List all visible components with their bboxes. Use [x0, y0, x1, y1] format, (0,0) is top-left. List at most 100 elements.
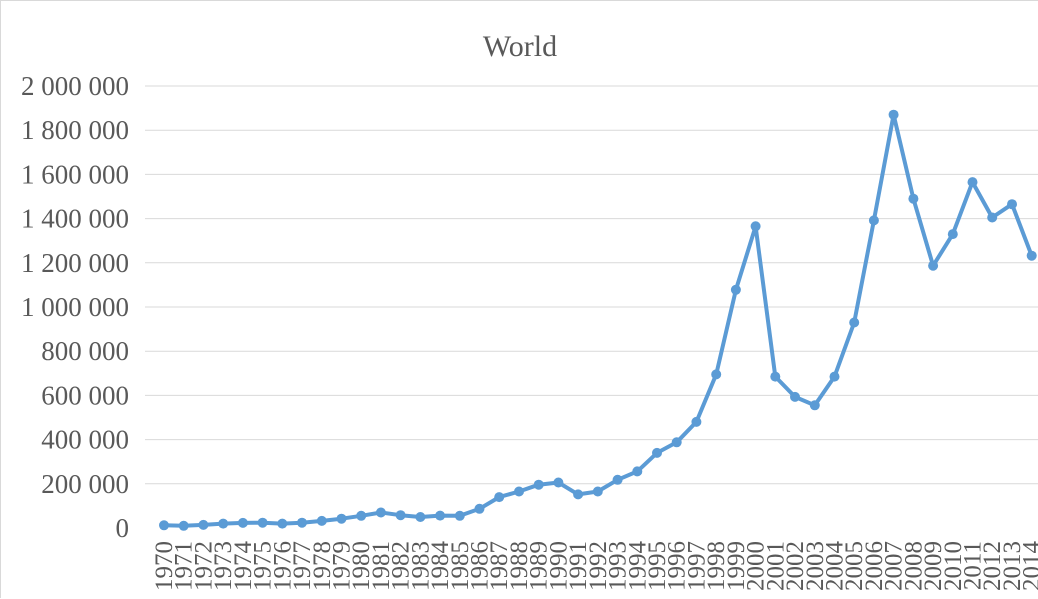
data-point — [868, 215, 879, 226]
data-point — [947, 229, 958, 240]
data-point — [494, 492, 505, 503]
data-point — [237, 517, 248, 528]
y-tick-label: 1 400 000 — [21, 204, 129, 234]
data-point — [612, 474, 623, 485]
data-point — [652, 447, 662, 458]
x-tick-label: 1993 — [605, 541, 632, 591]
y-tick-label: 1 800 000 — [21, 115, 129, 145]
x-tick-label: 1995 — [644, 541, 671, 591]
data-point — [375, 507, 386, 518]
x-tick-label: 1994 — [624, 541, 651, 592]
x-tick-label: 2006 — [861, 541, 888, 591]
data-point — [691, 416, 702, 427]
x-tick-label: 1997 — [683, 541, 710, 591]
data-point — [454, 510, 465, 521]
x-tick-label: 1983 — [407, 541, 434, 591]
series-world — [159, 109, 1037, 531]
x-tick-label: 1970 — [151, 541, 178, 591]
data-point — [1007, 199, 1017, 210]
y-tick-label: 2 000 000 — [21, 71, 129, 101]
x-tick-label: 1992 — [585, 541, 612, 591]
x-tick-label: 2012 — [979, 541, 1006, 591]
data-point — [809, 400, 820, 411]
x-tick-label: 1975 — [250, 541, 277, 591]
x-tick-label: 1996 — [664, 541, 691, 591]
x-tick-label: 1978 — [309, 541, 336, 591]
x-tick-label: 1976 — [269, 541, 296, 591]
data-point — [888, 109, 899, 120]
x-tick-label: 2014 — [1019, 541, 1038, 592]
data-point — [1026, 250, 1037, 261]
data-point — [297, 517, 307, 528]
data-point — [711, 369, 722, 380]
data-point — [592, 486, 603, 497]
x-tick-label: 1973 — [210, 541, 237, 591]
x-tick-label: 2003 — [802, 541, 829, 591]
data-point — [474, 503, 485, 514]
y-tick-label: 400 000 — [41, 425, 129, 455]
series-line — [162, 112, 1034, 528]
y-tick-label: 800 000 — [41, 336, 129, 366]
x-tick-label: 1979 — [328, 541, 355, 591]
data-point — [514, 486, 524, 497]
y-tick-label: 1 000 000 — [21, 292, 129, 322]
x-tick-label: 1985 — [447, 541, 474, 591]
x-tick-label: 2002 — [782, 541, 809, 591]
x-tick-label: 2000 — [743, 541, 770, 591]
x-axis-tick-labels: 1970197119721973197419751976197719781979… — [151, 541, 1038, 592]
x-tick-label: 2011 — [960, 541, 987, 590]
data-point — [671, 437, 682, 448]
x-tick-label: 2013 — [999, 541, 1026, 591]
y-tick-label: 200 000 — [41, 469, 129, 499]
data-point — [415, 512, 426, 522]
x-tick-label: 1981 — [368, 541, 395, 591]
data-point — [790, 391, 800, 402]
x-tick-label: 2005 — [841, 541, 868, 591]
x-tick-label: 1987 — [486, 541, 513, 591]
x-tick-label: 1984 — [427, 541, 454, 592]
data-point — [257, 517, 268, 528]
data-point — [395, 510, 406, 521]
x-tick-label: 1980 — [348, 541, 375, 591]
y-tick-label: 1 200 000 — [21, 248, 129, 278]
x-tick-label: 2007 — [881, 541, 908, 591]
x-tick-label: 1990 — [545, 541, 572, 591]
x-tick-label: 1974 — [230, 541, 257, 592]
data-point — [336, 513, 347, 524]
data-point — [967, 177, 978, 188]
data-point — [573, 489, 584, 500]
x-tick-label: 1982 — [388, 541, 415, 591]
chart-title: World — [482, 30, 558, 63]
x-tick-label: 1986 — [467, 541, 494, 591]
data-point — [750, 221, 761, 232]
data-point — [356, 510, 367, 521]
data-point — [198, 519, 209, 530]
data-point — [849, 317, 860, 328]
x-tick-label: 2001 — [762, 541, 789, 591]
data-point — [632, 466, 643, 477]
data-point — [277, 518, 288, 529]
data-point — [435, 510, 446, 521]
data-point — [159, 520, 169, 531]
data-point — [218, 518, 229, 529]
x-tick-label: 1972 — [190, 541, 217, 591]
x-tick-label: 1988 — [506, 541, 533, 591]
data-point — [553, 477, 564, 488]
x-tick-label: 1989 — [526, 541, 553, 591]
x-tick-label: 2010 — [940, 541, 967, 591]
data-point — [829, 371, 840, 382]
data-point — [316, 515, 327, 526]
x-tick-label: 1977 — [289, 541, 316, 591]
data-point — [987, 212, 998, 223]
x-tick-label: 1999 — [723, 541, 750, 591]
x-tick-label: 1971 — [171, 541, 198, 591]
data-point — [533, 479, 544, 490]
y-tick-label: 0 — [116, 513, 130, 543]
y-axis-tick-labels: 0 200 000 400 000 600 000 800 000 1 000 000 1 … — [21, 71, 129, 543]
data-point — [730, 284, 741, 295]
x-tick-label: 2009 — [920, 541, 947, 591]
data-point — [178, 520, 189, 531]
data-point — [928, 260, 939, 271]
